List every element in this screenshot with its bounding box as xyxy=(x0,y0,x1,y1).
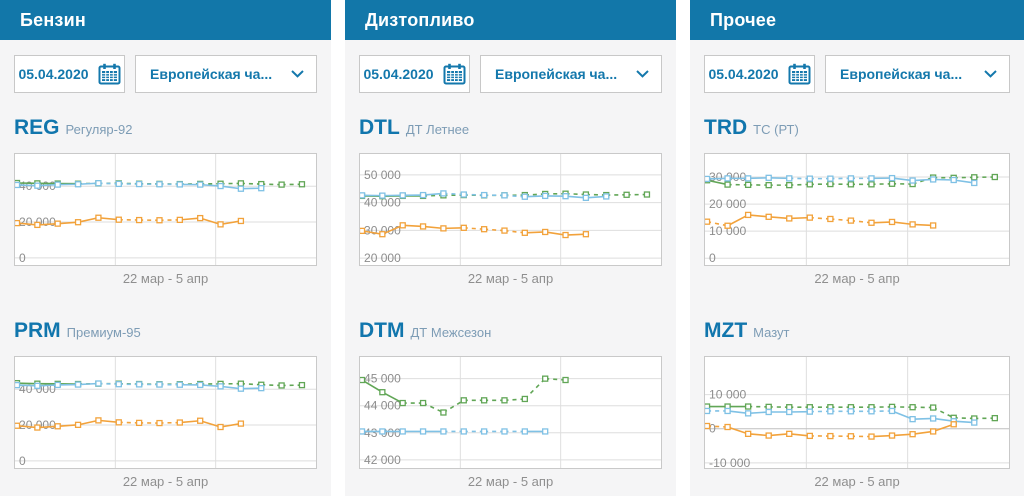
region-value: Европейская ча... xyxy=(495,66,618,82)
product-title: DTL ДТ Летнее xyxy=(359,115,662,143)
chevron-down-icon xyxy=(984,70,997,78)
date-picker[interactable]: 05.04.2020 xyxy=(704,55,815,93)
chart-date-range: 22 мар - 5 апр xyxy=(814,271,900,286)
region-dropdown[interactable]: Европейская ча... xyxy=(825,55,1010,93)
column-title: Дизтопливо xyxy=(365,9,475,30)
svg-text:30 000: 30 000 xyxy=(364,223,401,237)
chart-date-range: 22 мар - 5 апр xyxy=(122,271,209,286)
chart-panel-trd: 30 000 20 000 10 000 0 xyxy=(704,153,1010,266)
date-picker[interactable]: 05.04.2020 xyxy=(359,55,470,93)
controls-row: 05.04.2020 Европейская ча... xyxy=(359,55,662,93)
date-value: 05.04.2020 xyxy=(363,66,434,82)
product-name: Мазут xyxy=(753,325,790,340)
product-code: TRD xyxy=(704,116,748,139)
column-other: Прочее 05.04.2020 Европейская ча... xyxy=(690,0,1024,496)
column-header: Дизтопливо xyxy=(345,0,676,40)
svg-text:0: 0 xyxy=(19,454,26,468)
product-code: DTL xyxy=(359,116,400,139)
calendar-icon xyxy=(443,63,466,85)
product-title: PRM Премиум-95 xyxy=(14,318,317,346)
product-name: ТС (РТ) xyxy=(753,122,799,137)
date-value: 05.04.2020 xyxy=(18,66,89,82)
price-chart-mzt: 10 000 0 -10 000 xyxy=(705,357,1009,468)
product-code: MZT xyxy=(704,319,748,342)
product-name: Премиум-95 xyxy=(66,325,141,340)
calendar-icon xyxy=(788,63,811,85)
controls-row: 05.04.2020 Европейская ча... xyxy=(704,55,1010,93)
column-diesel: Дизтопливо 05.04.2020 Европейская ча... xyxy=(345,0,676,496)
chart-panel-dtm: 45 000 44 000 43 000 42 000 xyxy=(359,356,662,469)
svg-text:50 000: 50 000 xyxy=(364,168,401,182)
product-code: DTM xyxy=(359,319,405,342)
column-title: Бензин xyxy=(20,9,86,30)
product-code: PRM xyxy=(14,319,61,342)
controls-row: 05.04.2020 Европейская ча... xyxy=(14,55,317,93)
chevron-down-icon xyxy=(291,70,304,78)
region-value: Европейская ча... xyxy=(150,66,273,82)
svg-text:-10 000: -10 000 xyxy=(709,456,751,468)
svg-text:45 000: 45 000 xyxy=(364,372,401,386)
svg-text:10 000: 10 000 xyxy=(709,224,746,238)
chart-date-range: 22 мар - 5 апр xyxy=(814,474,900,489)
product-name: Регуляр-92 xyxy=(65,122,133,137)
product-title: DTM ДТ Межсезон xyxy=(359,318,662,346)
chart-date-range: 22 мар - 5 апр xyxy=(467,271,554,286)
chart-panel-reg: 40 000 20 000 0 xyxy=(14,153,317,266)
column-header: Прочее xyxy=(690,0,1024,40)
chevron-down-icon xyxy=(636,70,649,78)
price-chart-dtl: 50 000 40 000 30 000 20 000 xyxy=(360,154,661,265)
svg-text:20 000: 20 000 xyxy=(364,251,401,265)
svg-text:0: 0 xyxy=(709,251,716,265)
product-title: TRD ТС (РТ) xyxy=(704,115,1010,143)
region-value: Европейская ча... xyxy=(840,66,963,82)
chart-date-range: 22 мар - 5 апр xyxy=(122,474,209,489)
chart-panel-mzt: 10 000 0 -10 000 xyxy=(704,356,1010,469)
region-dropdown[interactable]: Европейская ча... xyxy=(135,55,317,93)
svg-text:10 000: 10 000 xyxy=(709,388,746,402)
product-code: REG xyxy=(14,116,60,139)
date-value: 05.04.2020 xyxy=(708,66,779,82)
product-title: REG Регуляр-92 xyxy=(14,115,317,143)
svg-text:0: 0 xyxy=(709,422,716,436)
svg-text:44 000: 44 000 xyxy=(364,399,401,413)
column-header: Бензин xyxy=(0,0,331,40)
column-title: Прочее xyxy=(710,9,777,30)
svg-text:40 000: 40 000 xyxy=(364,196,401,210)
svg-text:42 000: 42 000 xyxy=(364,453,401,467)
calendar-icon xyxy=(98,63,121,85)
chart-panel-dtl: 50 000 40 000 30 000 20 000 xyxy=(359,153,662,266)
product-name: ДТ Межсезон xyxy=(410,325,492,340)
svg-text:0: 0 xyxy=(19,251,26,265)
date-picker[interactable]: 05.04.2020 xyxy=(14,55,125,93)
product-name: ДТ Летнее xyxy=(405,122,470,137)
chart-date-range: 22 мар - 5 апр xyxy=(467,474,554,489)
svg-text:20 000: 20 000 xyxy=(709,197,746,211)
product-title: MZT Мазут xyxy=(704,318,1010,346)
column-gasoline: Бензин 05.04.2020 Европейская ча... xyxy=(0,0,331,496)
region-dropdown[interactable]: Европейская ча... xyxy=(480,55,662,93)
chart-panel-prm: 40 000 20 000 0 xyxy=(14,356,317,469)
